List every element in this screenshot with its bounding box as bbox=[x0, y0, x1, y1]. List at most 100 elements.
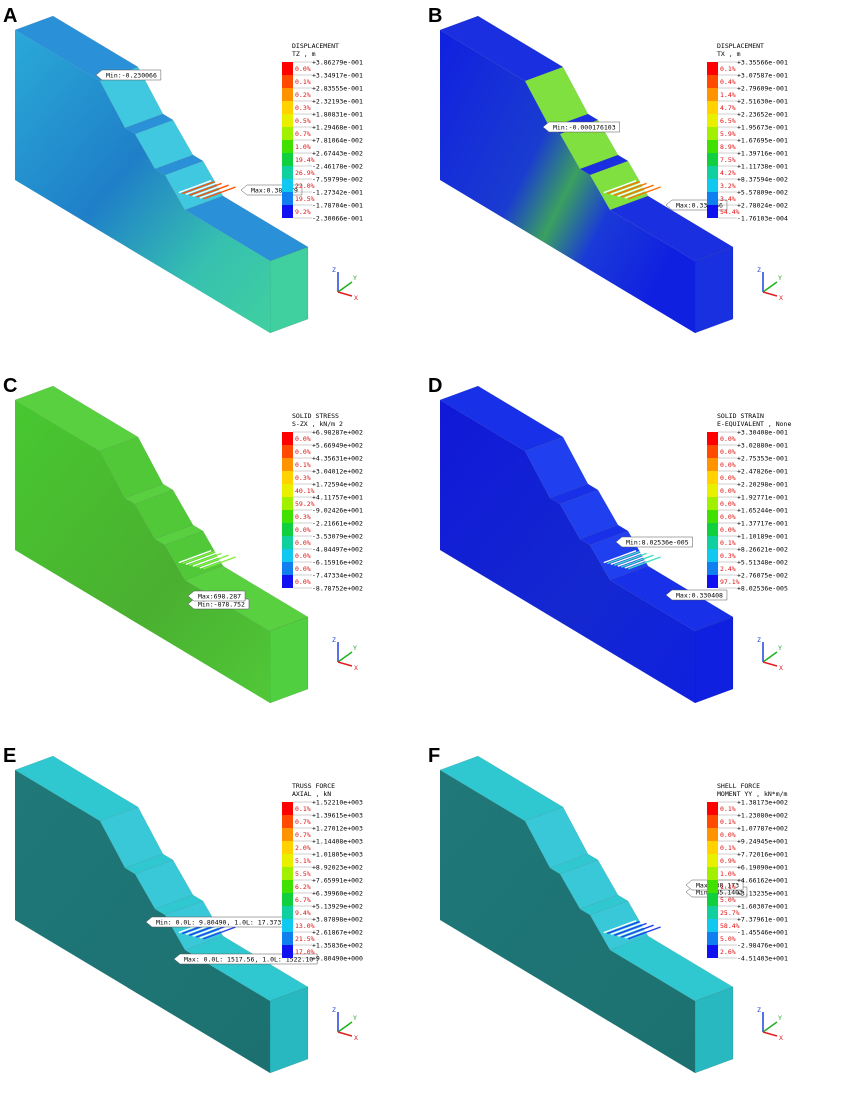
min-label: Min:-878.752 bbox=[198, 601, 245, 609]
legend-percent: 0.0% bbox=[295, 578, 311, 586]
legend-value: +3.86279e-001 bbox=[312, 59, 363, 67]
legend-swatch bbox=[707, 536, 718, 549]
callout-box bbox=[173, 953, 318, 965]
legend-swatch bbox=[707, 880, 718, 893]
max-label: Max:0.386279 bbox=[251, 187, 298, 195]
legend-value: -4.51403e+001 bbox=[737, 955, 788, 963]
legend-percent: 0.0% bbox=[295, 539, 311, 547]
anchor-frame bbox=[185, 181, 219, 196]
legend-value: +2.83555e-001 bbox=[312, 85, 363, 93]
legend-value: +5.66949e+002 bbox=[312, 442, 363, 450]
legend-percent: 40.1% bbox=[295, 487, 315, 495]
legend-swatch bbox=[282, 88, 293, 101]
end-face bbox=[694, 986, 734, 1074]
axis-y-label: Y bbox=[353, 644, 357, 652]
anchor-frame bbox=[203, 186, 236, 200]
end-face bbox=[269, 246, 309, 334]
legend-value: +2.67443e-002 bbox=[312, 150, 363, 158]
anchor-frame bbox=[621, 184, 654, 198]
legend-swatch bbox=[282, 575, 293, 588]
anchor-frame bbox=[610, 181, 644, 196]
anchor-frame bbox=[203, 926, 236, 940]
legend-value: +2.23652e-001 bbox=[737, 111, 788, 119]
legend-title: MOMENT YY , kN*m/m bbox=[717, 790, 788, 798]
end-face bbox=[694, 616, 734, 704]
axis-x bbox=[337, 661, 353, 667]
legend-percent: 3.4% bbox=[720, 195, 736, 203]
legend-swatch bbox=[282, 841, 293, 854]
legend-swatch bbox=[282, 802, 293, 815]
legend-swatch bbox=[282, 101, 293, 114]
legend-percent: 5.5% bbox=[295, 870, 311, 878]
legend-swatch bbox=[282, 497, 293, 510]
legend-swatch bbox=[282, 153, 293, 166]
legend-swatch bbox=[282, 166, 293, 179]
legend-swatch bbox=[282, 432, 293, 445]
anchor-frame bbox=[178, 180, 212, 194]
legend-swatch bbox=[707, 932, 718, 945]
legend-percent: 13.0% bbox=[295, 922, 315, 930]
legend-value: +8.37594e-002 bbox=[737, 176, 788, 184]
legend-title: E-EQUIVALENT , None bbox=[717, 420, 791, 428]
legend-swatch bbox=[282, 562, 293, 575]
legend-swatch bbox=[707, 575, 718, 588]
legend-swatch bbox=[282, 523, 293, 536]
legend-value: +2.76075e-002 bbox=[737, 572, 788, 580]
legend-swatch bbox=[707, 484, 718, 497]
max-label: Max:0.330408 bbox=[676, 592, 723, 600]
legend-percent: 0.0% bbox=[295, 526, 311, 534]
legend-swatch bbox=[282, 445, 293, 458]
model bbox=[439, 15, 734, 334]
anchor-frame bbox=[199, 555, 233, 569]
anchor-frame bbox=[182, 180, 215, 195]
legend-value: +1.27012e+003 bbox=[312, 825, 363, 833]
axis-z-label: Z bbox=[332, 636, 336, 644]
model bbox=[14, 755, 309, 1074]
callout-box bbox=[615, 536, 693, 548]
callout-box bbox=[665, 589, 728, 601]
legend-value: +1.23080e+002 bbox=[737, 812, 788, 820]
axis-x-label: X bbox=[354, 294, 358, 302]
axis-y bbox=[337, 1021, 353, 1033]
min-label: Min: 0.0L: 9.80490, 1.0L: 17.3732 bbox=[156, 919, 285, 927]
axis-x bbox=[762, 291, 778, 297]
legend-swatch bbox=[707, 510, 718, 523]
legend-value: +4.35631e+002 bbox=[312, 455, 363, 463]
legend-percent: 0.1% bbox=[720, 844, 736, 852]
model bbox=[14, 15, 309, 334]
legend-percent: 1.0% bbox=[720, 870, 736, 878]
anchor-frame bbox=[603, 180, 637, 194]
axis-x bbox=[762, 1031, 778, 1037]
legend-swatch bbox=[282, 919, 293, 932]
legend-value: +1.10189e-001 bbox=[737, 533, 788, 541]
legend-percent: 6.2% bbox=[295, 883, 311, 891]
front-face bbox=[440, 30, 695, 333]
legend-title: TRUSS FORCE bbox=[292, 782, 335, 790]
panel-letter: E bbox=[3, 745, 16, 767]
legend-percent: 97.1% bbox=[720, 578, 740, 586]
legend-swatch bbox=[707, 192, 718, 205]
legend-title: DISPLACEMENT bbox=[292, 42, 339, 50]
legend-value: +1.39615e+003 bbox=[312, 812, 363, 820]
legend-percent: 0.5% bbox=[295, 117, 311, 125]
legend-swatch bbox=[282, 510, 293, 523]
legend-title: DISPLACEMENT bbox=[717, 42, 764, 50]
axis-y bbox=[762, 1021, 778, 1033]
legend-percent: 0.4% bbox=[720, 78, 736, 86]
legend-percent: 0.0% bbox=[720, 461, 736, 469]
panel-letter: B bbox=[428, 5, 442, 27]
legend-value: +2.47826e-001 bbox=[737, 468, 788, 476]
legend-value: +2.75353e-001 bbox=[737, 455, 788, 463]
legend-swatch bbox=[282, 549, 293, 562]
legend-swatch bbox=[282, 114, 293, 127]
axis-x-label: X bbox=[354, 1034, 358, 1042]
legend-percent: 0.1% bbox=[295, 78, 311, 86]
axis-y-label: Y bbox=[778, 274, 782, 282]
legend-value: -2.21661e+002 bbox=[312, 520, 363, 528]
axis-x bbox=[337, 291, 353, 297]
legend-value: +5.51348e-002 bbox=[737, 559, 788, 567]
legend-percent: 1.0% bbox=[295, 143, 311, 151]
legend-percent: 0.0% bbox=[295, 552, 311, 560]
legend-value: +5.57809e-002 bbox=[737, 189, 788, 197]
